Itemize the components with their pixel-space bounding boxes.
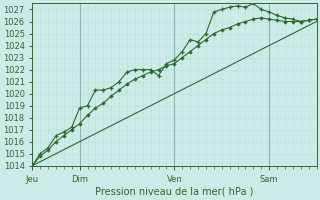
X-axis label: Pression niveau de la mer( hPa ): Pression niveau de la mer( hPa ) bbox=[95, 187, 253, 197]
